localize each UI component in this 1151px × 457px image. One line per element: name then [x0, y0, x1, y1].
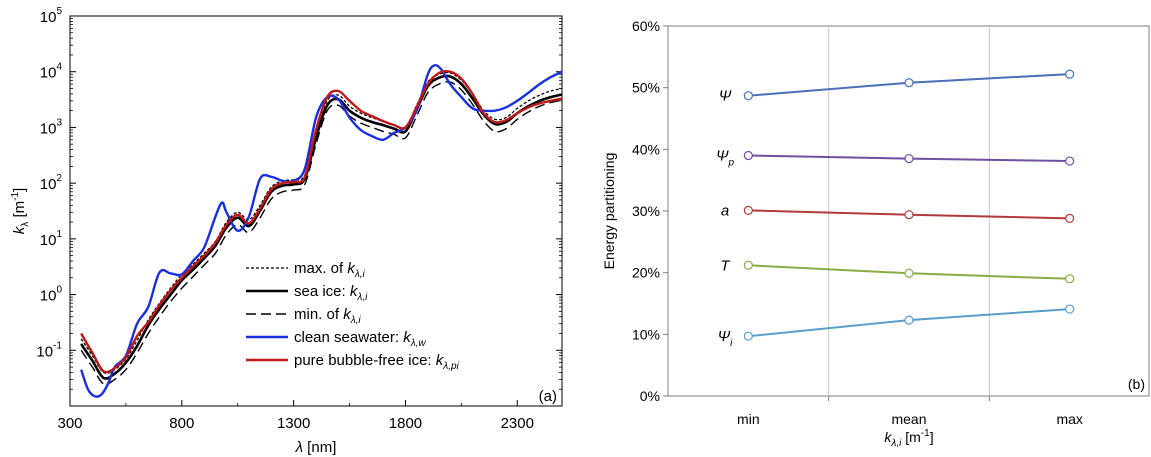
- y-tick-label: 104: [40, 62, 63, 82]
- x-tick-label: 2300: [501, 415, 534, 432]
- data-point-psi: [904, 78, 914, 88]
- data-point-T: [904, 268, 914, 278]
- x-tick-label-min: min: [737, 411, 760, 427]
- x-axis-label: λ [nm]: [295, 439, 337, 456]
- x-tick-label-max: max: [1056, 411, 1082, 427]
- y-axis-label: Energy partitioning: [601, 153, 617, 270]
- y-tick-label: 10%: [632, 326, 660, 342]
- data-point-psi_i: [743, 331, 753, 341]
- panel-b-energy-partitioning-chart: 0% 10% 20% 30% 40% 50% 60% min mean max kλ,i [m-1]…: [601, 18, 1150, 449]
- data-point-a: [904, 210, 914, 220]
- data-point-a: [743, 205, 753, 215]
- y-tick-label: 103: [40, 117, 63, 137]
- series-label-a: a: [721, 202, 729, 219]
- legend-label-water: clean seawater: kλ,w: [294, 329, 426, 349]
- panel-a-spectral-absorption-chart: 10-1 100 101 102 103 104 105 300 800 1300 1800 2300…: [10, 6, 563, 456]
- y-tick-label: 105: [40, 6, 63, 26]
- data-point-psi: [1065, 69, 1075, 79]
- panel-label-a: (a): [539, 388, 557, 405]
- y-tick-label: 0%: [640, 388, 660, 404]
- y-tick-label: 50%: [632, 80, 660, 96]
- legend-label-min: min. of kλ,i: [294, 306, 361, 326]
- data-point-a: [1065, 213, 1075, 223]
- data-point-T: [743, 260, 753, 270]
- y-tick-label: 40%: [632, 141, 660, 157]
- legend-label-ice: pure bubble-free ice: kλ,pi: [294, 352, 460, 372]
- data-point-psi_p: [904, 153, 914, 164]
- legend-label-sea: sea ice: kλ,i: [294, 283, 368, 303]
- data-point-psi_p: [743, 150, 753, 161]
- series-line-water: [80, 64, 563, 398]
- series-label-psi_i: Ψi: [718, 328, 733, 349]
- x-tick-label-mean: mean: [891, 411, 926, 427]
- x-tick-label: 300: [57, 415, 82, 432]
- y-tick-label: 100: [40, 285, 63, 305]
- y-tick-label: 101: [40, 229, 63, 249]
- series-label-psi_p: Ψp: [716, 148, 734, 169]
- data-point-T: [1065, 274, 1075, 284]
- y-axis-label: kλ [m-1]: [10, 188, 31, 234]
- x-axis-label: kλ,i [m-1]: [884, 428, 933, 449]
- series-label-psi: Ψ: [719, 88, 732, 105]
- y-tick-label: 102: [40, 173, 63, 193]
- panel-a-plot-frame: [69, 15, 563, 407]
- y-tick-label: 10-1: [36, 340, 62, 360]
- x-tick-label: 1800: [389, 415, 422, 432]
- data-point-psi_i: [1065, 304, 1075, 314]
- y-tick-label: 60%: [632, 18, 660, 34]
- series-line-ice: [80, 69, 563, 374]
- y-tick-label: 20%: [632, 265, 660, 281]
- series-line-min: [80, 81, 563, 386]
- x-tick-label: 1300: [277, 415, 310, 432]
- x-tick-label: 800: [169, 415, 194, 432]
- legend-label-max: max. of kλ,i: [294, 260, 366, 280]
- data-point-psi: [743, 91, 753, 101]
- y-tick-label: 30%: [632, 203, 660, 219]
- series-label-T: T: [720, 257, 731, 274]
- data-point-psi_p: [1065, 156, 1075, 166]
- panel-label-b: (b): [1128, 376, 1145, 392]
- data-point-psi_i: [904, 315, 914, 325]
